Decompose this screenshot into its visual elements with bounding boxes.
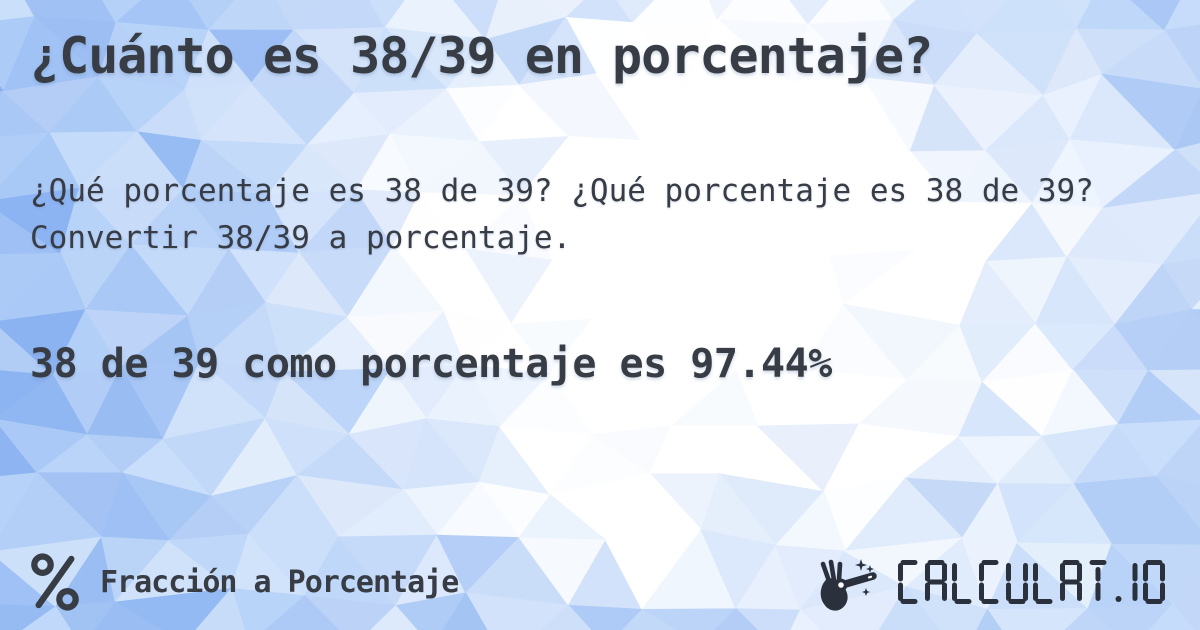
page-description: ¿Qué porcentaje es 38 de 39? ¿Qué porcen…	[30, 173, 1094, 256]
brand-logo-text	[892, 558, 1176, 606]
category-label: Fracción a Porcentaje	[100, 564, 459, 600]
magic-wand-hand-icon	[816, 551, 886, 613]
footer: Fracción a Porcentaje	[30, 550, 1176, 614]
brand-logo	[816, 551, 1176, 613]
result-text: 38 de 39 como porcentaje es 97.44%	[30, 341, 832, 387]
percent-icon	[30, 550, 80, 614]
page-title: ¿Cuánto es 38/39 en porcentaje?	[30, 27, 933, 85]
category: Fracción a Porcentaje	[30, 550, 459, 614]
sparkle-stars	[855, 559, 874, 596]
